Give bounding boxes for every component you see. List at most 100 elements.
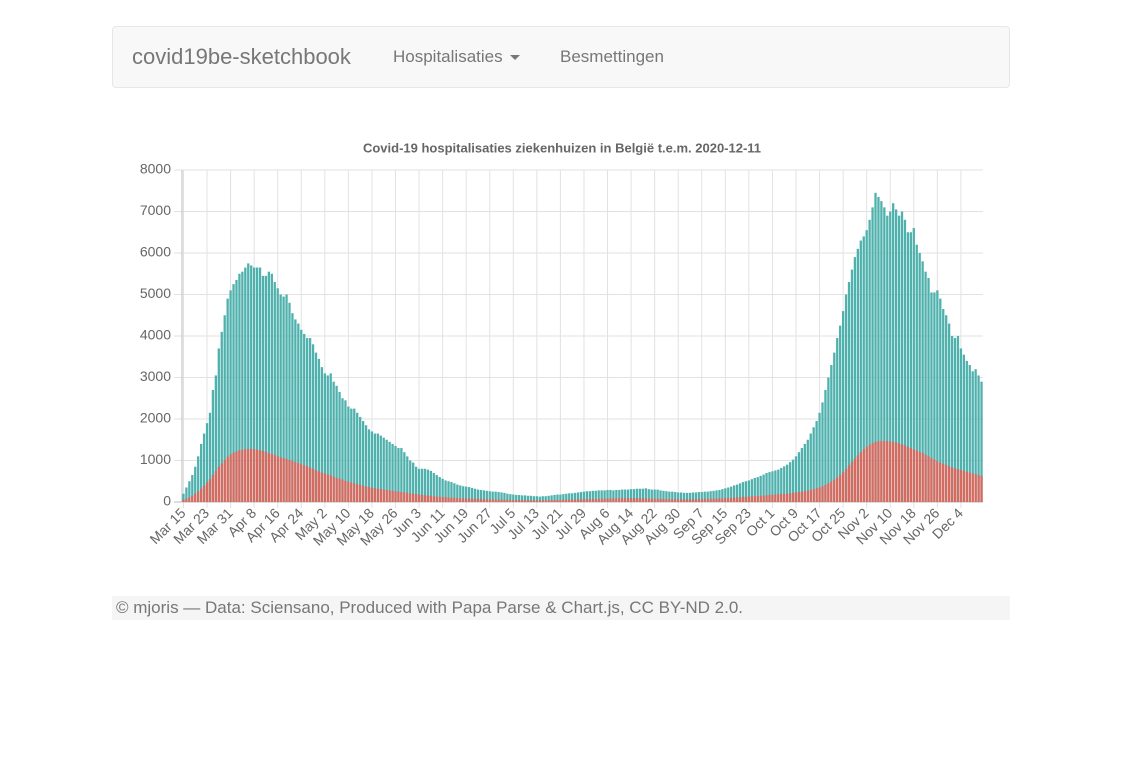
bar [741,497,745,502]
bar [335,477,338,502]
bar [606,489,609,502]
bar [541,496,544,502]
bar [211,389,215,502]
bar [444,497,447,502]
bar [470,498,474,502]
bar [432,496,435,502]
bar [488,499,491,502]
bar [473,498,477,502]
bar [753,496,756,502]
bar [936,461,939,502]
bar [559,499,562,502]
nav-dropdown[interactable]: Hospitalisaties [393,47,520,67]
bar [724,488,727,502]
bar [965,471,968,502]
bar [526,500,530,502]
bar [641,488,645,502]
bar [285,458,288,502]
bar [276,288,279,502]
bar [632,489,636,502]
bar [927,456,930,502]
bar [865,230,868,503]
bar [771,494,774,502]
bar [465,486,468,502]
bar [332,476,335,502]
bar [229,290,232,502]
bar [859,240,862,503]
bar [191,475,194,502]
bar [626,498,630,502]
bar [429,470,432,502]
y-tick-label: 8000 [140,161,171,177]
bar [573,492,577,502]
bar [553,500,556,502]
bar [494,499,497,502]
bar [255,267,259,502]
bar [529,495,533,502]
bar [194,466,197,502]
bar [500,499,503,502]
bar [438,496,441,502]
bar [847,282,851,502]
bar [238,450,241,502]
nav-label[interactable]: Hospitalisaties [393,47,503,66]
bar [800,491,804,502]
bar [724,498,727,502]
bar [892,203,895,502]
bar [491,499,494,502]
bar [562,499,565,502]
bar [197,491,200,502]
bar [588,491,592,502]
bar [909,448,912,502]
bar [565,499,568,502]
bar [621,498,624,502]
bar [665,491,668,502]
bar [868,219,871,503]
bar [497,492,500,502]
bar [685,492,689,502]
bar [220,463,223,502]
bar [547,495,550,502]
bar [185,487,188,502]
bar [367,487,371,502]
brand[interactable]: covid19be-sketchbook [132,44,351,69]
bar [671,491,674,502]
bar [827,377,830,502]
bar [933,459,936,502]
bar [199,488,203,502]
bar [874,441,877,502]
bar [291,313,294,502]
bar [859,452,862,502]
bar [385,439,388,502]
bar [232,452,235,502]
bar [653,498,656,502]
bar [467,498,471,502]
bar [629,498,633,502]
bar [718,498,721,502]
nav-link[interactable]: Besmettingen [560,47,664,66]
bar [244,267,247,502]
bar [615,498,618,502]
bar [314,352,318,502]
bar [889,211,892,502]
bar [571,499,574,502]
bar [588,499,592,502]
bar [753,477,756,502]
bar [520,495,524,502]
bar [273,282,276,502]
bar [526,495,530,502]
bar [388,490,391,502]
bar [417,468,421,502]
bar [338,478,341,502]
bar [788,493,792,502]
bar [459,498,462,502]
bar [376,433,379,502]
bar [306,466,309,502]
bar [903,445,907,502]
y-tick-label: 0 [163,493,171,509]
bar [518,500,521,502]
bar [573,499,577,502]
bar [730,497,733,502]
